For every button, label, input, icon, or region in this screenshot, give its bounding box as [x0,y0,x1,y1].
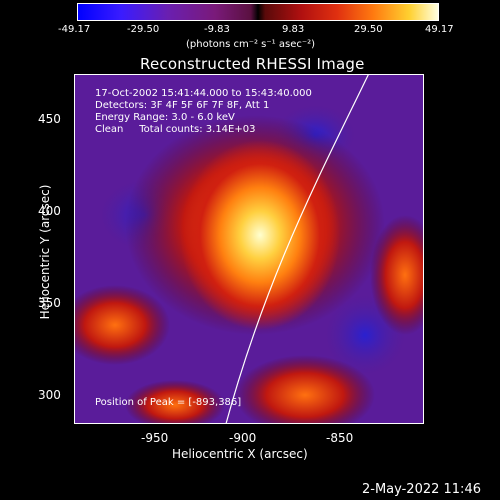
x-tick: -900 [229,431,257,445]
colorbar-tick: 9.83 [282,24,305,35]
y-tick: 400 [38,204,61,218]
energy-range: Energy Range: 3.0 - 6.0 keV [95,112,235,123]
colorbar-tick: -9.83 [204,24,230,35]
colorbar [77,3,439,21]
reconstructed-image [75,75,423,423]
y-tick: 300 [38,388,61,402]
y-axis-label: Heliocentric Y (arcsec) [38,184,52,320]
image-panel [74,74,424,424]
y-tick: 350 [38,296,61,310]
x-axis-label: Heliocentric X (arcsec) [172,447,308,461]
clean-info: Clean Total counts: 3.14E+03 [95,124,256,135]
x-tick: -850 [326,431,354,445]
colorbar-tick: 29.50 [354,24,383,35]
footer-date: 2-May-2022 11:46 [362,482,481,497]
colorbar-tick: -49.17 [58,24,91,35]
plot-title: Reconstructed RHESSI Image [140,55,365,73]
peak-position: Position of Peak = [-893,386] [95,397,242,408]
detectors-info: Detectors: 3F 4F 5F 6F 7F 8F, Att 1 [95,100,270,111]
colorbar-tick: -29.50 [127,24,160,35]
y-tick: 450 [38,112,61,126]
colorbar-tick: 49.17 [425,24,454,35]
colorbar-units: (photons cm⁻² s⁻¹ asec⁻²) [186,39,316,50]
x-tick: -950 [141,431,169,445]
time-range: 17-Oct-2002 15:41:44.000 to 15:43:40.000 [95,88,312,99]
